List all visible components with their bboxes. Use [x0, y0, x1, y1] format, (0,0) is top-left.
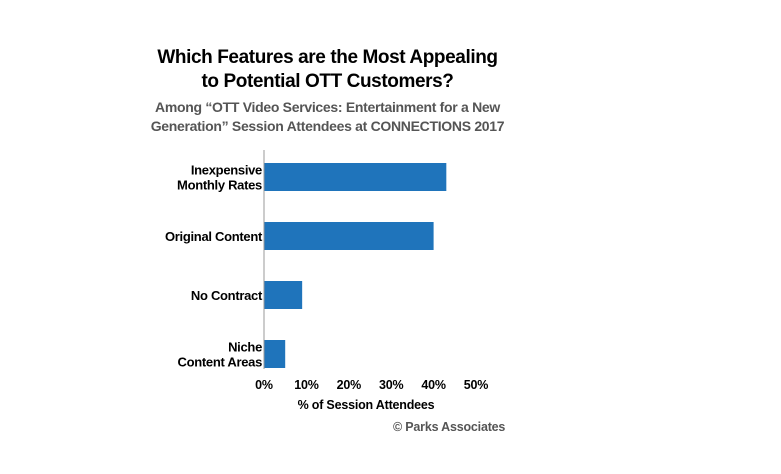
bar-0	[264, 163, 447, 191]
chart-subtitle: Among “OTT Video Services: Entertainment…	[0, 98, 655, 136]
chart-title-line-2: to Potential OTT Customers?	[201, 71, 454, 92]
category-label-0-line-1: Monthly Rates	[177, 178, 262, 193]
chart-subtitle-line-1: Among “OTT Video Services: Entertainment…	[155, 99, 500, 115]
bar-3	[264, 340, 286, 368]
x-tick-label-1: 10%	[294, 378, 319, 392]
x-axis-title: % of Session Attendees	[298, 398, 435, 412]
chart-title-line-1: Which Features are the Most Appealing	[157, 47, 498, 68]
chart-subtitle-line-2: Generation” Session Attendees at CONNECT…	[150, 118, 505, 134]
category-label-3-line-1: Content Areas	[178, 355, 263, 370]
x-tick-label-0: 0%	[255, 378, 273, 392]
bar-2	[264, 281, 303, 309]
x-tick-label-4: 40%	[421, 378, 446, 392]
x-tick-label-3: 30%	[379, 378, 404, 392]
category-label-2: No Contract	[191, 288, 263, 303]
category-label-1: Original Content	[165, 229, 263, 244]
category-label-3-line-0: Niche	[228, 340, 262, 355]
x-tick-label-5: 50%	[464, 378, 489, 392]
category-label-0-line-0: Inexpensive	[191, 163, 262, 178]
copyright-label: © Parks Associates	[393, 420, 506, 434]
chart-title: Which Features are the Most Appealing to…	[0, 46, 655, 94]
x-tick-label-2: 20%	[337, 378, 362, 392]
bar-1	[264, 222, 434, 250]
